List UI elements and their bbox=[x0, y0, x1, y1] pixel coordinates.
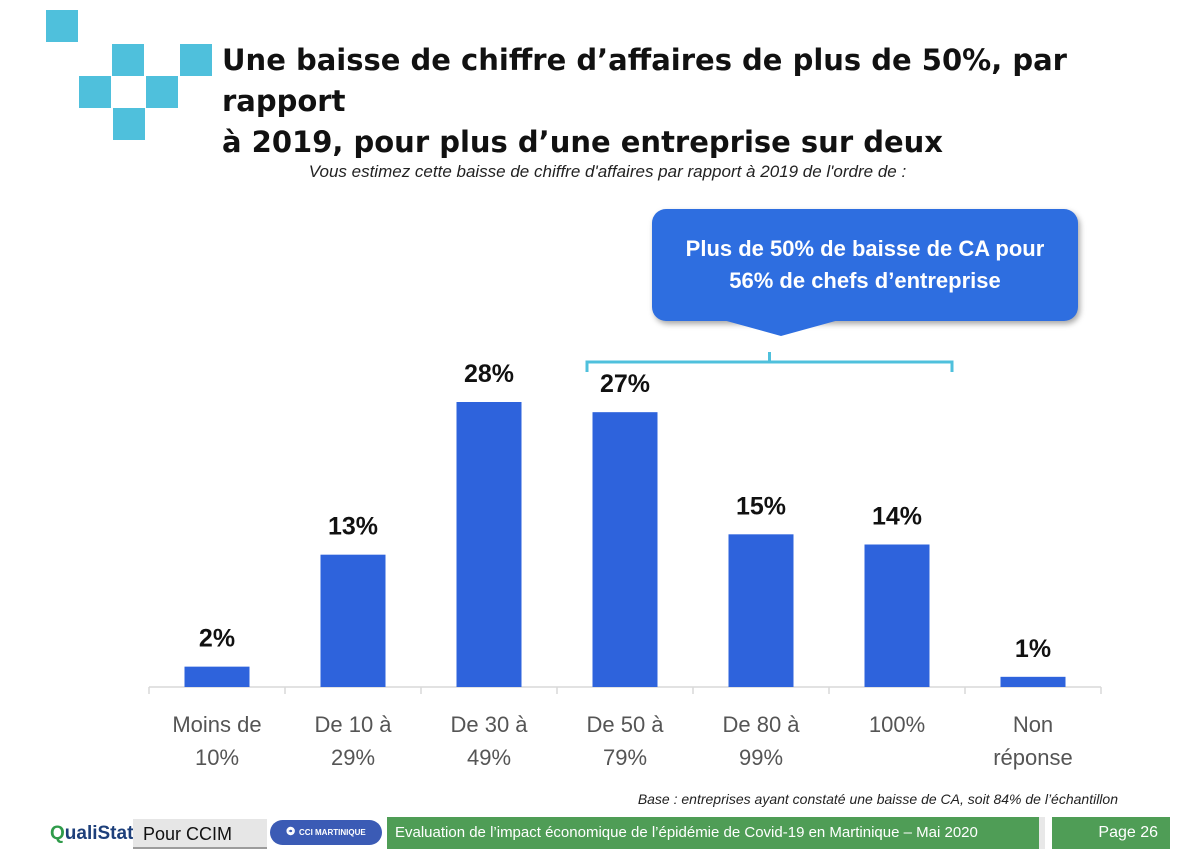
cci-mark-icon: ⭗ bbox=[286, 826, 296, 838]
decor-square bbox=[79, 76, 111, 108]
callout-line-2: 56% de chefs d’entreprise bbox=[729, 268, 1001, 293]
title-line-2: à 2019, pour plus d’une entreprise sur d… bbox=[222, 125, 944, 159]
category-label: 99% bbox=[739, 745, 783, 770]
bar-value-label: 1% bbox=[1015, 635, 1051, 663]
category-label: 10% bbox=[195, 745, 239, 770]
category-label: 29% bbox=[331, 745, 375, 770]
client-label: Pour CCIM bbox=[133, 819, 267, 849]
category-label: De 10 à bbox=[314, 712, 392, 737]
title-line-1: Une baisse de chiffre d’affaires de plus… bbox=[222, 43, 1067, 118]
survey-question: Vous estimez cette baisse de chiffre d'a… bbox=[308, 162, 907, 181]
category-label: Moins de bbox=[172, 712, 261, 737]
page-number: Page 26 bbox=[1052, 817, 1170, 849]
bar-value-label: 2% bbox=[199, 625, 235, 653]
decor-square bbox=[180, 44, 212, 76]
category-label: Non bbox=[1013, 712, 1053, 737]
bar bbox=[320, 554, 386, 687]
category-label: De 50 à bbox=[586, 712, 664, 737]
bar bbox=[728, 534, 794, 687]
callout-line-1: Plus de 50% de baisse de CA pour bbox=[685, 236, 1045, 261]
page-title: Une baisse de chiffre d’affaires de plus… bbox=[222, 40, 1162, 163]
category-label: 100% bbox=[869, 712, 925, 737]
footer: QualiStat Pour CCIM ⭗ CCI MARTINIQUE Eval… bbox=[0, 815, 1200, 853]
category-label: De 30 à bbox=[450, 712, 528, 737]
highlight-bracket bbox=[585, 352, 954, 372]
cci-martinique-logo: ⭗ CCI MARTINIQUE bbox=[270, 819, 382, 849]
category-label: réponse bbox=[993, 745, 1073, 770]
callout-pointer bbox=[723, 320, 839, 336]
callout-box: Plus de 50% de baisse de CA pour 56% de … bbox=[652, 209, 1078, 321]
bar bbox=[184, 666, 250, 687]
study-title: Evaluation de l’impact économique de l’é… bbox=[387, 817, 1045, 849]
bar bbox=[592, 412, 658, 687]
bar bbox=[1000, 676, 1066, 687]
decor-square bbox=[113, 108, 145, 140]
bar bbox=[864, 544, 930, 687]
bar-value-label: 15% bbox=[736, 492, 786, 520]
bar-value-label: 27% bbox=[600, 370, 650, 398]
decor-square bbox=[112, 44, 144, 76]
decor-square bbox=[146, 76, 178, 108]
decor-square bbox=[46, 10, 78, 42]
bar-value-label: 28% bbox=[464, 360, 514, 388]
base-note: Base : entreprises ayant constaté une ba… bbox=[637, 791, 1118, 807]
category-label: 79% bbox=[603, 745, 647, 770]
bar-value-label: 14% bbox=[872, 503, 922, 531]
category-label: 49% bbox=[467, 745, 511, 770]
category-label: De 80 à bbox=[722, 712, 800, 737]
qualistat-logo: QualiStat bbox=[50, 823, 134, 844]
bar bbox=[456, 402, 522, 687]
bar-value-label: 13% bbox=[328, 513, 378, 541]
